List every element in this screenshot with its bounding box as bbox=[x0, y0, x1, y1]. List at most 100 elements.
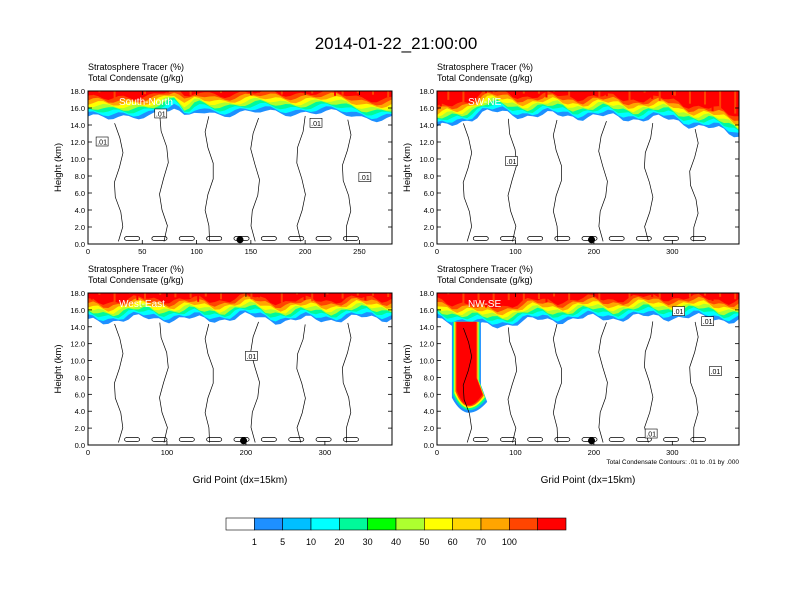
y-tick-label: 6.0 bbox=[424, 189, 434, 198]
tracer-stripe bbox=[598, 91, 601, 99]
condensate-blob bbox=[527, 437, 544, 442]
tracer-stripe bbox=[590, 293, 593, 295]
tracer-stripe bbox=[439, 91, 442, 107]
y-tick-label: 12.0 bbox=[70, 138, 85, 147]
colorbar-label: 70 bbox=[476, 537, 486, 547]
condensate-blob bbox=[690, 236, 707, 241]
y-tick-label: 10.0 bbox=[419, 357, 434, 366]
condensate-blob bbox=[343, 437, 359, 442]
y-tick-label: 12.0 bbox=[419, 138, 434, 147]
tracer-stripe bbox=[545, 293, 548, 303]
tracer-stripe bbox=[492, 293, 495, 307]
tracer-stripe bbox=[575, 91, 578, 98]
condensate-contour bbox=[204, 323, 214, 443]
condensate-blob bbox=[206, 236, 223, 241]
panel-west-east: .01 0.0 2.0 4.0 6.0 8.0 10.0 12.0 14.0 16.0 18.0 0 1… bbox=[53, 264, 393, 486]
tracer-stripe bbox=[454, 293, 457, 301]
tracer-stripe bbox=[189, 91, 192, 96]
y-tick-label: 12.0 bbox=[419, 340, 434, 349]
tracer-stripe bbox=[734, 91, 737, 114]
x-tick-label: 200 bbox=[299, 247, 312, 256]
panel-label: West-East bbox=[119, 299, 165, 310]
tracer-stripe bbox=[598, 293, 601, 301]
location-marker bbox=[588, 437, 596, 445]
tracer-stripe bbox=[688, 293, 691, 298]
tracer-stripe bbox=[537, 293, 540, 300]
tracer-stripe bbox=[166, 91, 169, 93]
x-tick-label: 200 bbox=[588, 448, 601, 457]
condensate-blob bbox=[178, 236, 195, 241]
contour-label-box bbox=[709, 366, 722, 376]
y-tick-label: 16.0 bbox=[419, 306, 434, 315]
tracer-stripe bbox=[144, 91, 146, 95]
y-tick-label: 14.0 bbox=[419, 323, 434, 332]
contour-label: .01 bbox=[703, 319, 713, 326]
contour-label-box bbox=[309, 118, 323, 128]
tracer-stripe bbox=[726, 91, 729, 107]
tracer-stripe bbox=[273, 293, 276, 298]
colorbar-swatch bbox=[282, 517, 312, 531]
tracer-stripe bbox=[568, 293, 571, 300]
colorbar-label: 20 bbox=[334, 537, 344, 547]
y-tick-label: 4.0 bbox=[75, 206, 85, 215]
tracer-stripe bbox=[522, 293, 525, 301]
tracer-stripe bbox=[250, 293, 253, 300]
tracer-stripe bbox=[326, 293, 329, 295]
condensate-blob bbox=[124, 236, 141, 241]
y-tick-label: 18.0 bbox=[70, 87, 85, 96]
tracer-stripe bbox=[318, 293, 321, 295]
condensate-blob bbox=[500, 437, 516, 442]
contour-label-box bbox=[505, 156, 518, 166]
x-tick-label: 100 bbox=[509, 247, 522, 256]
tracer-stripe bbox=[537, 91, 540, 94]
colorbar-swatch bbox=[480, 517, 510, 531]
tracer-stripe bbox=[250, 91, 253, 96]
panel-title-line-2: Total Condensate (g/kg) bbox=[88, 275, 184, 285]
tracer-stripe bbox=[605, 91, 608, 97]
tracer-stripe bbox=[90, 293, 93, 300]
colorbar-swatch bbox=[424, 517, 453, 531]
panel-label: SW-NE bbox=[468, 97, 501, 108]
condensate-contour bbox=[462, 123, 473, 242]
tracer-stripe bbox=[658, 293, 661, 299]
plot-frame bbox=[87, 292, 393, 446]
y-tick-label: 16.0 bbox=[419, 104, 434, 113]
tracer-stripe bbox=[704, 293, 707, 296]
tracer-stripe bbox=[341, 293, 344, 299]
colorbar-label: 50 bbox=[419, 537, 429, 547]
colorbar-label: 60 bbox=[448, 537, 458, 547]
y-tick-label: 0.0 bbox=[424, 240, 434, 249]
tracer-stripe bbox=[334, 91, 336, 96]
tracer-band-8 bbox=[88, 91, 392, 103]
panel-south-north: .01 .01 .01 .01 0.0 2.0 4.0 6.0 8.0 10.0 12.0 14.0 1… bbox=[53, 62, 393, 256]
y-tick-label: 6.0 bbox=[424, 390, 434, 399]
tracer-stripe bbox=[469, 293, 472, 301]
panels: .01 .01 .01 .01 0.0 2.0 4.0 6.0 8.0 10.0 12.0 14.0 1… bbox=[53, 62, 740, 486]
x-tick-label: 0 bbox=[435, 247, 439, 256]
tracer-stripe bbox=[159, 293, 162, 295]
panel-title-line-2: Total Condensate (g/kg) bbox=[437, 275, 533, 285]
contour-label-box bbox=[245, 351, 258, 361]
tracer-stripe bbox=[628, 293, 631, 300]
contour-footnote: Total Condensate Contours: .01 to .01 by… bbox=[606, 459, 739, 466]
tracer-stripe bbox=[121, 293, 124, 296]
panel-nw-se: .01 .01 .01 .01 0.0 2.0 4.0 6.0 8.0 10.0 12.0 14.0 1… bbox=[402, 264, 740, 486]
condensate-contour bbox=[462, 327, 473, 443]
plot-area bbox=[88, 293, 392, 445]
x-tick-label: 100 bbox=[509, 448, 522, 457]
tracer-stripe bbox=[439, 293, 442, 298]
y-tick-label: 14.0 bbox=[70, 323, 85, 332]
tracer-stripe bbox=[258, 91, 260, 93]
x-tick-label: 300 bbox=[666, 247, 679, 256]
condensate-contour bbox=[250, 117, 260, 242]
x-tick-label: 0 bbox=[435, 448, 439, 457]
condensate-contour bbox=[296, 115, 306, 242]
colorbar-swatch bbox=[339, 517, 368, 531]
tracer-stripe bbox=[719, 91, 722, 109]
contour-label: .01 bbox=[311, 121, 321, 128]
tracer-stripe bbox=[311, 293, 314, 302]
condensate-contour bbox=[598, 322, 608, 443]
tracer-stripe bbox=[688, 91, 691, 104]
panel-title-line-1: Stratosphere Tracer (%) bbox=[88, 62, 184, 72]
